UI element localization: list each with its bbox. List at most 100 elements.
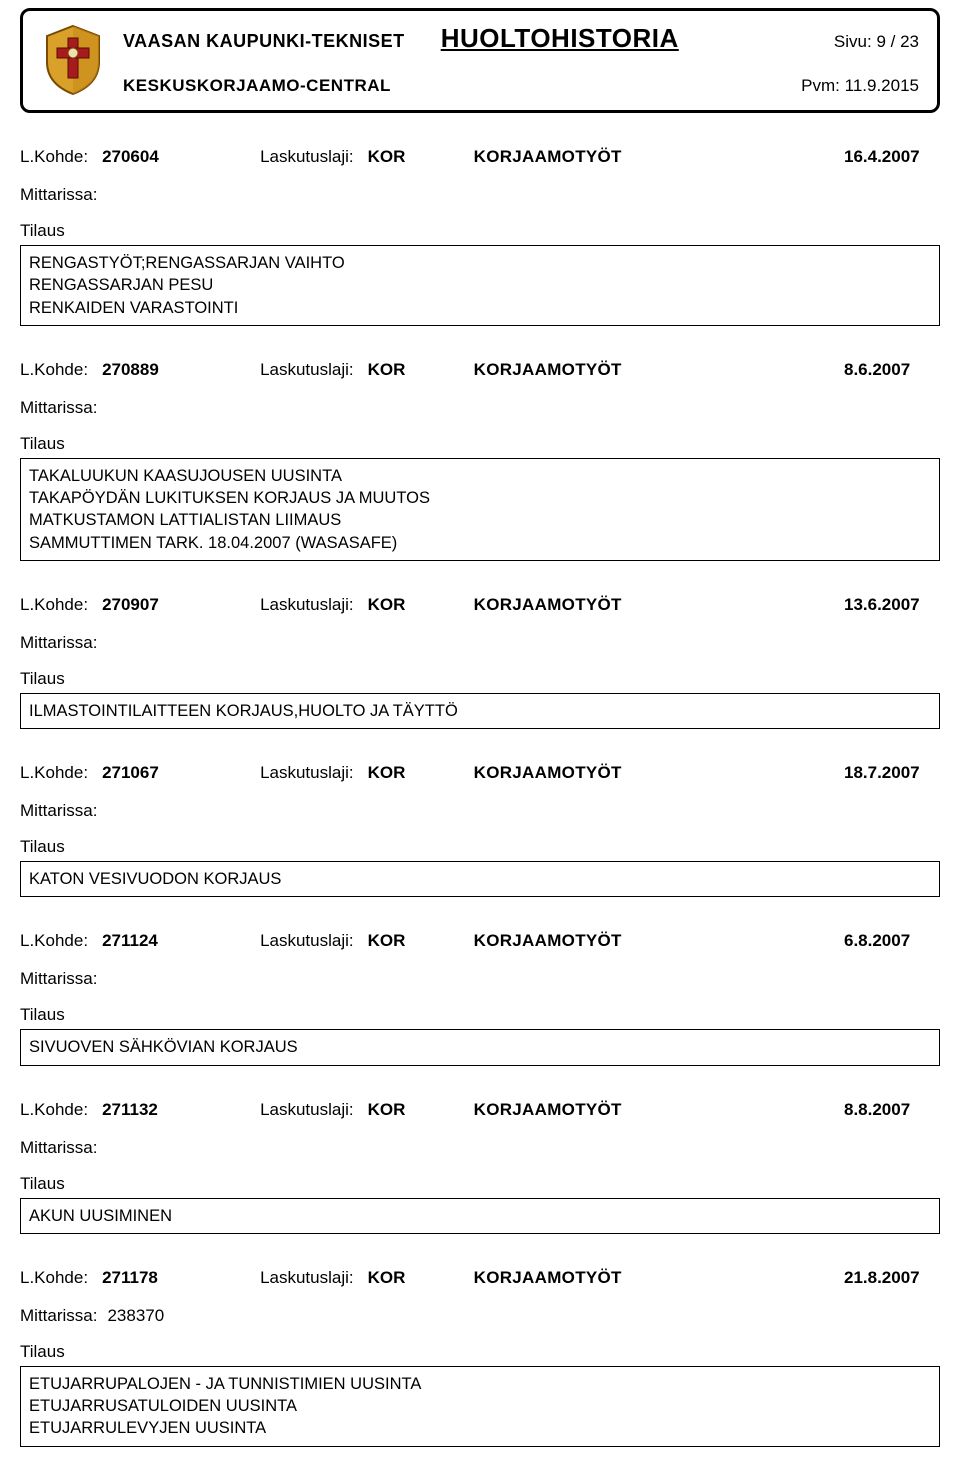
mittarissa-label: Mittarissa: bbox=[20, 1138, 97, 1158]
mittarissa-label: Mittarissa: bbox=[20, 185, 97, 205]
entry-head: L.Kohde:271124Laskutuslaji:KORKORJAAMOTY… bbox=[20, 931, 940, 951]
ll-value: KOR bbox=[368, 763, 416, 783]
tilaus-label: Tilaus bbox=[20, 1342, 940, 1362]
mittarissa-row: Mittarissa: bbox=[20, 633, 940, 653]
entry: L.Kohde: 271067 Laskutuslaji: KOR KORJAAMOTY… bbox=[20, 763, 940, 897]
ll-value: KOR bbox=[368, 1268, 416, 1288]
entry-date: 18.7.2007 bbox=[844, 763, 940, 783]
mittarissa-label: Mittarissa: bbox=[20, 1306, 97, 1326]
ll-label: Laskutuslaji: bbox=[260, 763, 354, 783]
description-box: ILMASTOINTILAITTEEN KORJAUS,HUOLTO JA TÄ… bbox=[20, 693, 940, 729]
report-title: HUOLTOHISTORIA bbox=[441, 23, 679, 54]
lk-label: L.Kohde: bbox=[20, 360, 88, 380]
lk-label: L.Kohde: bbox=[20, 763, 88, 783]
work-type: KORJAAMOTYÖT bbox=[474, 1100, 830, 1120]
entry: L.Kohde:271132Laskutuslaji:KORKORJAAMOTY… bbox=[20, 1100, 940, 1234]
mittarissa-label: Mittarissa: bbox=[20, 969, 97, 989]
tilaus-label: Tilaus bbox=[20, 1174, 940, 1194]
description-box: TAKALUUKUN KAASUJOUSEN UUSINTATAKAPÖYDÄN… bbox=[20, 458, 940, 561]
entry-date: 21.8.2007 bbox=[844, 1268, 940, 1288]
date-info: Pvm: 11.9.2015 bbox=[801, 76, 919, 96]
crest-icon bbox=[41, 24, 105, 96]
description-box: RENGASTYÖT;RENGASSARJAN VAIHTORENGASSARJ… bbox=[20, 245, 940, 326]
ll-label: Laskutuslaji: bbox=[260, 1100, 354, 1120]
ll-value: KOR bbox=[368, 595, 416, 615]
entry: L.Kohde:271124Laskutuslaji:KORKORJAAMOTY… bbox=[20, 931, 940, 1065]
entry-head: L.Kohde: 270604 Laskutuslaji: KOR KORJAAMOTY… bbox=[20, 147, 940, 167]
entry: L.Kohde: 271178 Laskutuslaji: KOR KORJAAMOTY… bbox=[20, 1268, 940, 1447]
tilaus-label: Tilaus bbox=[20, 837, 940, 857]
entry-head: L.Kohde:271132Laskutuslaji:KORKORJAAMOTY… bbox=[20, 1100, 940, 1120]
tilaus-label: Tilaus bbox=[20, 434, 940, 454]
tilaus-label: Tilaus bbox=[20, 669, 940, 689]
lk-label: L.Kohde: bbox=[20, 595, 88, 615]
entry-head: L.Kohde: 271067 Laskutuslaji: KOR KORJAAMOTY… bbox=[20, 763, 940, 783]
entry: L.Kohde: 270907 Laskutuslaji: KOR KORJAAMOTY… bbox=[20, 595, 940, 729]
report-header: VAASAN KAUPUNKI-TEKNISET HUOLTOHISTORIA … bbox=[20, 8, 940, 113]
page-label: Sivu: bbox=[834, 32, 872, 51]
header-texts: VAASAN KAUPUNKI-TEKNISET HUOLTOHISTORIA … bbox=[123, 23, 919, 96]
lk-code: 270889 bbox=[102, 360, 188, 380]
mittarissa-label: Mittarissa: bbox=[20, 398, 97, 418]
description-line: ETUJARRUPALOJEN - JA TUNNISTIMIEN UUSINT… bbox=[29, 1373, 931, 1395]
description-line: RENGASSARJAN PESU bbox=[29, 274, 931, 296]
description-line: ILMASTOINTILAITTEEN KORJAUS,HUOLTO JA TÄ… bbox=[29, 700, 931, 722]
entry: L.Kohde:270889Laskutuslaji:KORKORJAAMOTY… bbox=[20, 360, 940, 561]
ll-label: Laskutuslaji: bbox=[260, 931, 354, 951]
entry-head: L.Kohde: 271178 Laskutuslaji: KOR KORJAAMOTY… bbox=[20, 1268, 940, 1288]
description-line: KATON VESIVUODON KORJAUS bbox=[29, 868, 931, 890]
work-type: KORJAAMOTYÖT bbox=[474, 147, 830, 167]
lk-label: L.Kohde: bbox=[20, 1268, 88, 1288]
description-box: AKUN UUSIMINEN bbox=[20, 1198, 940, 1234]
org-name-1: VAASAN KAUPUNKI-TEKNISET bbox=[123, 31, 405, 52]
work-type: KORJAAMOTYÖT bbox=[474, 360, 830, 380]
ll-value: KOR bbox=[368, 931, 416, 951]
entries-list: L.Kohde: 270604 Laskutuslaji: KOR KORJAAMOTY… bbox=[20, 147, 940, 1447]
mittarissa-row: Mittarissa: bbox=[20, 398, 940, 418]
work-type: KORJAAMOTYÖT bbox=[474, 595, 830, 615]
page-info: Sivu: 9 / 23 bbox=[834, 32, 919, 52]
date-value: 11.9.2015 bbox=[845, 76, 919, 95]
description-line: ETUJARRULEVYJEN UUSINTA bbox=[29, 1417, 931, 1439]
description-box: ETUJARRUPALOJEN - JA TUNNISTIMIEN UUSINT… bbox=[20, 1366, 940, 1447]
tilaus-label: Tilaus bbox=[20, 221, 940, 241]
description-line: ETUJARRUSATULOIDEN UUSINTA bbox=[29, 1395, 931, 1417]
ll-label: Laskutuslaji: bbox=[260, 147, 354, 167]
ll-label: Laskutuslaji: bbox=[260, 595, 354, 615]
ll-label: Laskutuslaji: bbox=[260, 1268, 354, 1288]
mittarissa-row: Mittarissa: 238370 bbox=[20, 1306, 940, 1326]
entry-date: 13.6.2007 bbox=[844, 595, 940, 615]
mittarissa-label: Mittarissa: bbox=[20, 801, 97, 821]
entry-date: 8.6.2007 bbox=[844, 360, 940, 380]
lk-label: L.Kohde: bbox=[20, 147, 88, 167]
lk-code: 271124 bbox=[102, 931, 188, 951]
description-line: MATKUSTAMON LATTIALISTAN LIIMAUS bbox=[29, 509, 931, 531]
description-line: RENGASTYÖT;RENGASSARJAN VAIHTO bbox=[29, 252, 931, 274]
mittarissa-label: Mittarissa: bbox=[20, 633, 97, 653]
entry-head: L.Kohde: 270907 Laskutuslaji: KOR KORJAAMOTY… bbox=[20, 595, 940, 615]
mittarissa-row: Mittarissa: bbox=[20, 969, 940, 989]
work-type: KORJAAMOTYÖT bbox=[474, 763, 830, 783]
lk-code: 271178 bbox=[102, 1268, 188, 1288]
description-box: SIVUOVEN SÄHKÖVIAN KORJAUS bbox=[20, 1029, 940, 1065]
work-type: KORJAAMOTYÖT bbox=[474, 1268, 830, 1288]
lk-code: 270604 bbox=[102, 147, 188, 167]
work-type: KORJAAMOTYÖT bbox=[474, 931, 830, 951]
description-line: TAKALUUKUN KAASUJOUSEN UUSINTA bbox=[29, 465, 931, 487]
description-line: TAKAPÖYDÄN LUKITUKSEN KORJAUS JA MUUTOS bbox=[29, 487, 931, 509]
page-value: 9 / 23 bbox=[876, 32, 919, 51]
tilaus-label: Tilaus bbox=[20, 1005, 940, 1025]
description-line: AKUN UUSIMINEN bbox=[29, 1205, 931, 1227]
lk-code: 271067 bbox=[102, 763, 188, 783]
ll-label: Laskutuslaji: bbox=[260, 360, 354, 380]
lk-code: 270907 bbox=[102, 595, 188, 615]
org-name-2: KESKUSKORJAAMO-CENTRAL bbox=[123, 76, 391, 96]
mittarissa-row: Mittarissa: bbox=[20, 1138, 940, 1158]
date-label: Pvm: bbox=[801, 76, 840, 95]
description-line: RENKAIDEN VARASTOINTI bbox=[29, 297, 931, 319]
description-line: SAMMUTTIMEN TARK. 18.04.2007 (WASASAFE) bbox=[29, 532, 931, 554]
mittarissa-value: 238370 bbox=[107, 1306, 164, 1326]
mittarissa-row: Mittarissa: bbox=[20, 185, 940, 205]
description-box: KATON VESIVUODON KORJAUS bbox=[20, 861, 940, 897]
ll-value: KOR bbox=[368, 147, 416, 167]
